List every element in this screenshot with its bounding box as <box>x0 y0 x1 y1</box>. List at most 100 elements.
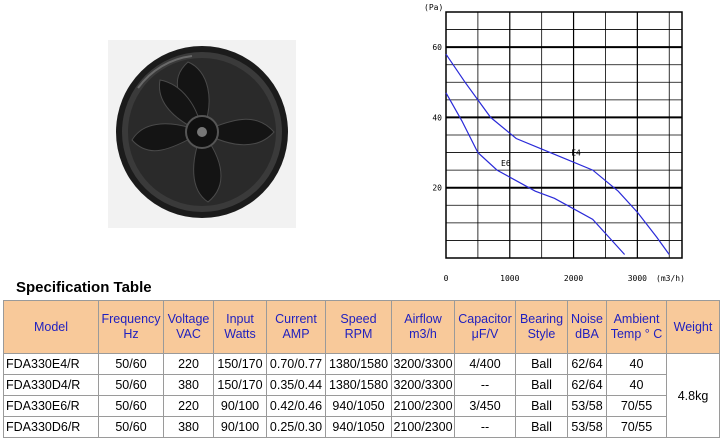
header-line-1: Noise <box>571 312 603 326</box>
table-cell: 50/60 <box>98 374 164 396</box>
header-line-2: m3/h <box>409 327 437 341</box>
header-line-1: Ambient <box>613 312 660 326</box>
table-cell: 53/58 <box>567 416 607 438</box>
table-cell: 50/60 <box>98 353 164 375</box>
model-cell: FDA330D6/R <box>3 416 99 438</box>
table-cell: 220 <box>163 353 214 375</box>
header-line-1: Current <box>275 312 317 326</box>
table-cell: 40 <box>606 353 667 375</box>
table-cell: 940/1050 <box>325 395 392 417</box>
table-cell: 2100/2300 <box>391 395 455 417</box>
table-cell: 150/170 <box>213 374 267 396</box>
spec-table: Model Frequency Hz Voltage VAC Input Watts Curr… <box>3 300 720 438</box>
column-header: Frequency Hz <box>98 300 164 354</box>
table-cell: 62/64 <box>567 374 607 396</box>
table-cell: 3/450 <box>454 395 516 417</box>
column-header: Capacitor μF/V <box>454 300 516 354</box>
table-body: FDA330E4/R 50/60 220 150/170 0.70/0.77 1380/1… <box>3 353 720 438</box>
header-line-1: Bearing <box>519 312 564 326</box>
fan-illustration <box>108 40 296 228</box>
table-cell: 53/58 <box>567 395 607 417</box>
table-cell: 70/55 <box>606 395 667 417</box>
column-header: Ambient Temp ° C <box>606 300 667 354</box>
column-header: Airflow m3/h <box>391 300 455 354</box>
table-cell: 90/100 <box>213 395 267 417</box>
table-cell: 380 <box>163 416 214 438</box>
x-tick-label: 3000 <box>628 274 647 283</box>
table-cell: 4/400 <box>454 353 516 375</box>
header-line-1: Model <box>33 319 69 334</box>
column-header: Current AMP <box>266 300 326 354</box>
x-tick-label: 0 <box>444 274 449 283</box>
table-cell: 62/64 <box>567 353 607 375</box>
table-cell: 40 <box>606 374 667 396</box>
series-line-e4 <box>445 53 670 255</box>
header-line-2: dBA <box>575 327 599 341</box>
table-cell: 50/60 <box>98 395 164 417</box>
model-cell: FDA330E6/R <box>3 395 99 417</box>
table-cell: 940/1050 <box>325 416 392 438</box>
table-cell: -- <box>454 416 516 438</box>
column-header: Noise dBA <box>567 300 607 354</box>
table-cell: 0.70/0.77 <box>266 353 326 375</box>
header-line-2: Style <box>527 327 556 341</box>
table-row: FDA330E6/R 50/60 220 90/100 0.42/0.46 940/105… <box>3 395 720 417</box>
column-header: Bearing Style <box>515 300 568 354</box>
x-tick-label: 1000 <box>500 274 519 283</box>
table-cell: 150/170 <box>213 353 267 375</box>
table-cell: 0.25/0.30 <box>266 416 326 438</box>
table-cell: Ball <box>515 416 568 438</box>
table-cell: 220 <box>163 395 214 417</box>
header-line-2: Temp ° C <box>610 327 663 341</box>
header-line-2: μF/V <box>471 327 499 341</box>
table-cell: 3200/3300 <box>391 374 455 396</box>
table-cell: 3200/3300 <box>391 353 455 375</box>
column-header: Model <box>3 300 99 354</box>
y-tick-label: 60 <box>432 43 442 52</box>
spec-table-wrapper: Model Frequency Hz Voltage VAC Input Watts Curr… <box>3 300 720 438</box>
table-cell: -- <box>454 374 516 396</box>
table-row: FDA330D4/R 50/60 380 150/170 0.35/0.44 1380/1… <box>3 374 720 396</box>
column-header: Input Watts <box>213 300 267 354</box>
y-tick-label: 20 <box>432 184 442 193</box>
series-line-e6 <box>445 92 626 255</box>
weight-cell: 4.8kg <box>666 353 720 438</box>
column-header: Weight <box>666 300 720 354</box>
table-cell: 0.42/0.46 <box>266 395 326 417</box>
model-cell: FDA330D4/R <box>3 374 99 396</box>
chart-grid <box>445 11 683 259</box>
table-cell: 0.35/0.44 <box>266 374 326 396</box>
table-cell: Ball <box>515 353 568 375</box>
table-cell: 1380/1580 <box>325 374 392 396</box>
header-line-1: Speed <box>340 312 377 326</box>
table-row: FDA330E4/R 50/60 220 150/170 0.70/0.77 1380/1… <box>3 353 720 438</box>
chart-labels: 20 40 60 0 1000 2000 3000 (Pa) (m3/h) E4 E6 <box>424 3 685 283</box>
performance-chart: 20 40 60 0 1000 2000 3000 (Pa) (m3/h) E4 E6 <box>410 0 723 290</box>
table-header-row: Model Frequency Hz Voltage VAC Input Watts Curr… <box>3 300 720 354</box>
header-line-1: Capacitor <box>458 312 512 326</box>
table-cell: Ball <box>515 374 568 396</box>
table-cell: 70/55 <box>606 416 667 438</box>
header-line-1: Input <box>226 312 254 326</box>
x-axis-label: (m3/h) <box>656 274 685 283</box>
header-line-1: Weight <box>673 319 713 334</box>
chart-series <box>445 53 670 255</box>
model-cell: FDA330E4/R <box>3 353 99 375</box>
header-line-2: VAC <box>176 327 201 341</box>
header-line-1: Voltage <box>167 312 210 326</box>
chart-canvas: 20 40 60 0 1000 2000 3000 (Pa) (m3/h) E4 E6 <box>424 3 685 283</box>
table-cell: 1380/1580 <box>325 353 392 375</box>
product-photo <box>108 40 296 228</box>
series-label-e6: E6 <box>501 159 511 168</box>
table-cell: 380 <box>163 374 214 396</box>
header-line-2: AMP <box>282 327 310 341</box>
y-axis-label: (Pa) <box>424 3 443 12</box>
x-tick-label: 2000 <box>564 274 583 283</box>
table-cell: Ball <box>515 395 568 417</box>
table-cell: 50/60 <box>98 416 164 438</box>
header-line-2: Hz <box>123 327 139 341</box>
series-label-e4: E4 <box>571 149 581 158</box>
header-line-1: Frequency <box>101 312 161 326</box>
table-row: FDA330D6/R 50/60 380 90/100 0.25/0.30 940/105… <box>3 416 720 438</box>
table-cell: 2100/2300 <box>391 416 455 438</box>
